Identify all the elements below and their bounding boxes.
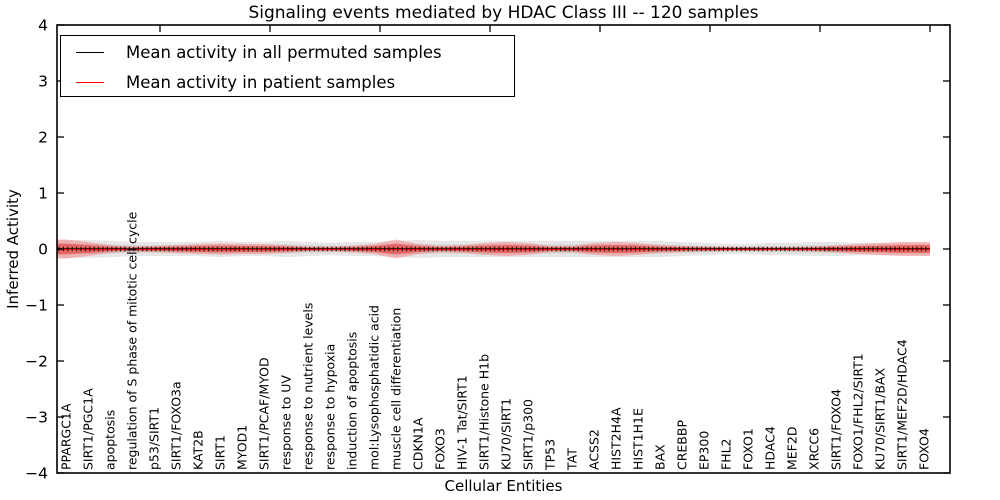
x-tick-label: response to nutrient levels: [301, 303, 316, 470]
y-axis-label: Inferred Activity: [4, 189, 22, 309]
x-tick-label: KAT2B: [191, 430, 206, 470]
x-tick-label: BAX: [653, 444, 668, 470]
x-tick-label: muscle cell differentiation: [389, 308, 404, 470]
x-tick-label: response to hypoxia: [323, 344, 338, 470]
x-tick-label: p53/SIRT1: [147, 407, 162, 470]
y-tick-label: −4: [25, 465, 48, 483]
y-tick-label: 0: [38, 241, 48, 259]
x-tick-label: induction of apoptosis: [345, 332, 360, 470]
x-tick-label: SIRT1/FOXO4: [829, 389, 844, 470]
legend-entry-permuted: Mean activity in all permuted samples: [61, 37, 514, 67]
y-tick-label: −1: [25, 297, 48, 315]
x-tick-label: MYOD1: [235, 425, 250, 470]
y-tick-label: 4: [38, 17, 48, 35]
x-tick-label: CDKN1A: [411, 417, 426, 470]
plot-border: [56, 24, 951, 474]
x-tick-label: SIRT1/MEF2D/HDAC4: [895, 339, 910, 470]
x-tick-label: FOXO1: [741, 428, 756, 470]
x-tick-label: HIST1H1E: [631, 408, 646, 470]
x-tick-label: TP53: [543, 439, 558, 471]
y-tick-label: 2: [38, 129, 48, 147]
legend-label-permuted: Mean activity in all permuted samples: [126, 42, 442, 62]
x-tick-label: FOXO4: [917, 428, 932, 470]
x-tick-label: HIST2H4A: [609, 407, 624, 470]
x-tick-label: SIRT1/p300: [521, 399, 536, 470]
x-tick-label: SIRT1: [213, 435, 228, 470]
x-tick-label: KU70/SIRT1: [499, 398, 514, 470]
x-tick-label: response to UV: [279, 375, 294, 470]
y-tick-label: 3: [38, 73, 48, 91]
x-tick-label: FOXO3: [433, 428, 448, 470]
x-tick-label: PPARGC1A: [59, 403, 74, 470]
x-tick-label: XRCC6: [807, 428, 822, 470]
x-tick-label: SIRT1/FOXO3a: [169, 381, 184, 470]
legend: Mean activity in all permuted samples Me…: [60, 35, 515, 97]
x-tick-label: HDAC4: [763, 426, 778, 470]
chart-title: Signaling events mediated by HDAC Class …: [248, 3, 759, 23]
legend-label-patient: Mean activity in patient samples: [126, 72, 396, 92]
x-tick-label: SIRT1/Histone H1b: [477, 354, 492, 470]
legend-line-permuted-icon: [76, 51, 104, 53]
x-axis-label: Cellular Entities: [444, 477, 563, 495]
legend-line-patient-icon: [76, 81, 104, 83]
x-tick-label: KU70/SIRT1/BAX: [873, 368, 888, 470]
x-tick-label: SIRT1/PCAF/MYOD: [257, 357, 272, 470]
y-tick-label: −3: [25, 409, 48, 427]
x-tick-label: FOXO1/FHL2/SIRT1: [851, 353, 866, 470]
x-tick-label: mol:Lysophosphatidic acid: [367, 305, 382, 470]
x-tick-label: FHL2: [719, 438, 734, 470]
x-tick-label: ACSS2: [587, 429, 602, 470]
y-tick-label: 1: [38, 185, 48, 203]
x-tick-label: apoptosis: [103, 410, 118, 470]
x-tick-label: CREBBP: [675, 420, 690, 470]
x-tick-label: HIV-1 Tat/SIRT1: [455, 375, 470, 470]
x-tick-label: MEF2D: [785, 427, 800, 470]
x-tick-label: TAT: [565, 448, 580, 471]
y-tick-label: −2: [25, 353, 48, 371]
legend-entry-patient: Mean activity in patient samples: [61, 67, 514, 97]
x-tick-label: regulation of S phase of mitotic cell cy…: [125, 211, 140, 470]
x-tick-label: EP300: [697, 431, 712, 470]
x-tick-label: SIRT1/PGC1A: [81, 388, 96, 470]
